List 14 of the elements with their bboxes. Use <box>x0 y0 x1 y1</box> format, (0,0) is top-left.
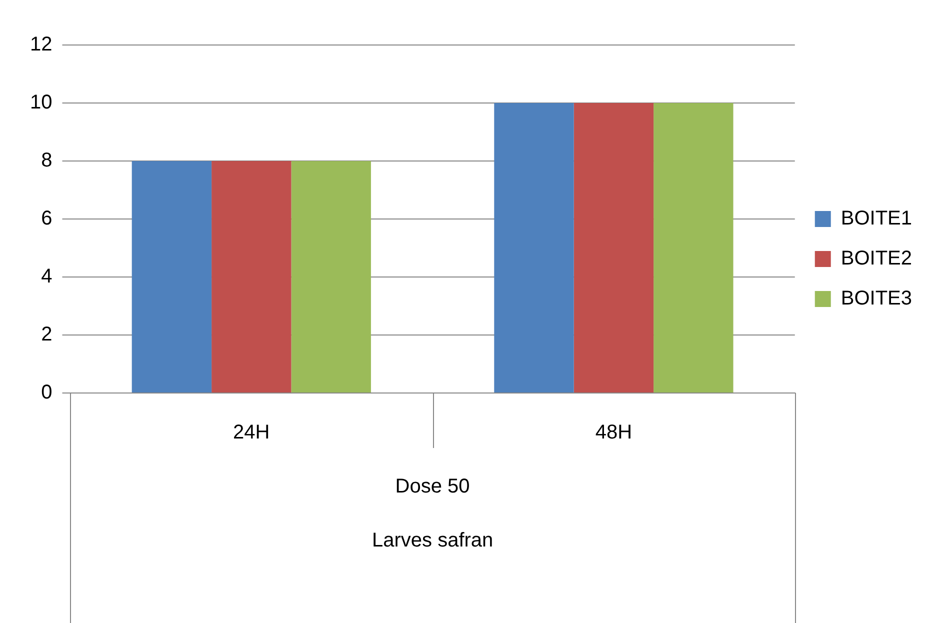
x-tick-label: 24H <box>233 422 270 444</box>
y-tick-label: 4 <box>41 266 52 288</box>
y-tick-label: 10 <box>30 92 52 114</box>
y-tick-label: 6 <box>41 208 52 230</box>
legend-label: BOITE3 <box>840 288 912 310</box>
x-tick-label: 48H <box>595 422 632 444</box>
y-tick-label: 8 <box>41 150 52 172</box>
legend-label: BOITE2 <box>840 248 912 270</box>
y-tick-label: 2 <box>41 324 52 346</box>
y-tick-label: 0 <box>41 382 52 404</box>
legend-label: BOITE1 <box>840 208 912 230</box>
y-tick-label: 12 <box>30 34 52 56</box>
text: Dose 50 <box>395 476 470 498</box>
text: Larves safran <box>372 530 494 552</box>
